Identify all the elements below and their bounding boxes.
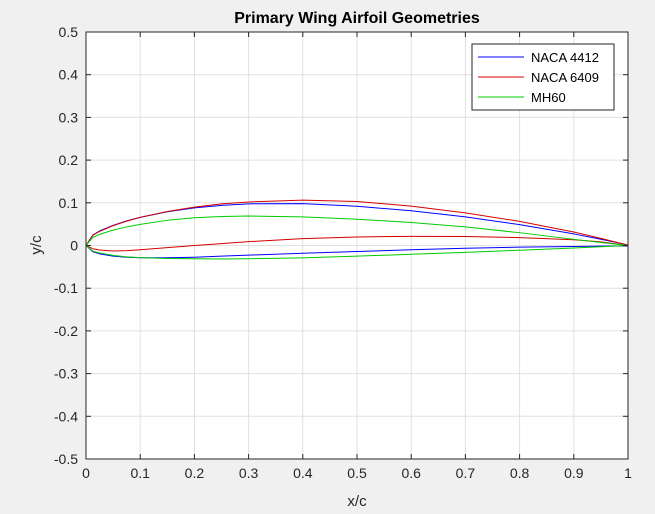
- y-tick-label: -0.2: [54, 323, 78, 339]
- legend-label-0: NACA 4412: [531, 50, 599, 65]
- legend-label-2: MH60: [531, 90, 566, 105]
- y-tick-label: 0.3: [59, 109, 79, 125]
- y-tick-label: 0.2: [59, 152, 79, 168]
- y-tick-label: -0.3: [54, 366, 78, 382]
- y-tick-label: 0.4: [59, 67, 79, 83]
- x-tick-label: 0.3: [239, 465, 259, 481]
- y-tick-label: 0.5: [59, 24, 79, 40]
- y-tick-label: -0.4: [54, 408, 78, 424]
- legend[interactable]: NACA 4412 NACA 6409 MH60: [471, 43, 615, 111]
- x-tick-label: 0.1: [130, 465, 150, 481]
- legend-label-1: NACA 6409: [531, 70, 599, 85]
- ticks: 0 0.1 0.2 0.3 0.4 0.5 0.6 0.7 0.8 0.9 1 -0.5 -0.4 -0.…: [54, 24, 632, 481]
- y-axis-label: y/c: [28, 235, 45, 255]
- x-axis-label: x/c: [347, 493, 367, 510]
- x-tick-label: 0.5: [347, 465, 367, 481]
- x-tick-label: 0: [82, 465, 90, 481]
- y-tick-label: 0.1: [59, 195, 79, 211]
- x-tick-label: 0.6: [401, 465, 421, 481]
- x-tick-label: 0.4: [293, 465, 313, 481]
- x-tick-label: 0.7: [456, 465, 476, 481]
- y-tick-label: 0: [70, 238, 78, 254]
- x-tick-label: 1: [624, 465, 632, 481]
- x-tick-label: 0.2: [185, 465, 205, 481]
- x-tick-label: 0.8: [510, 465, 530, 481]
- x-tick-label: 0.9: [564, 465, 584, 481]
- y-tick-label: -0.5: [54, 451, 78, 467]
- y-tick-label: -0.1: [54, 280, 78, 296]
- chart-title: Primary Wing Airfoil Geometries: [234, 10, 480, 27]
